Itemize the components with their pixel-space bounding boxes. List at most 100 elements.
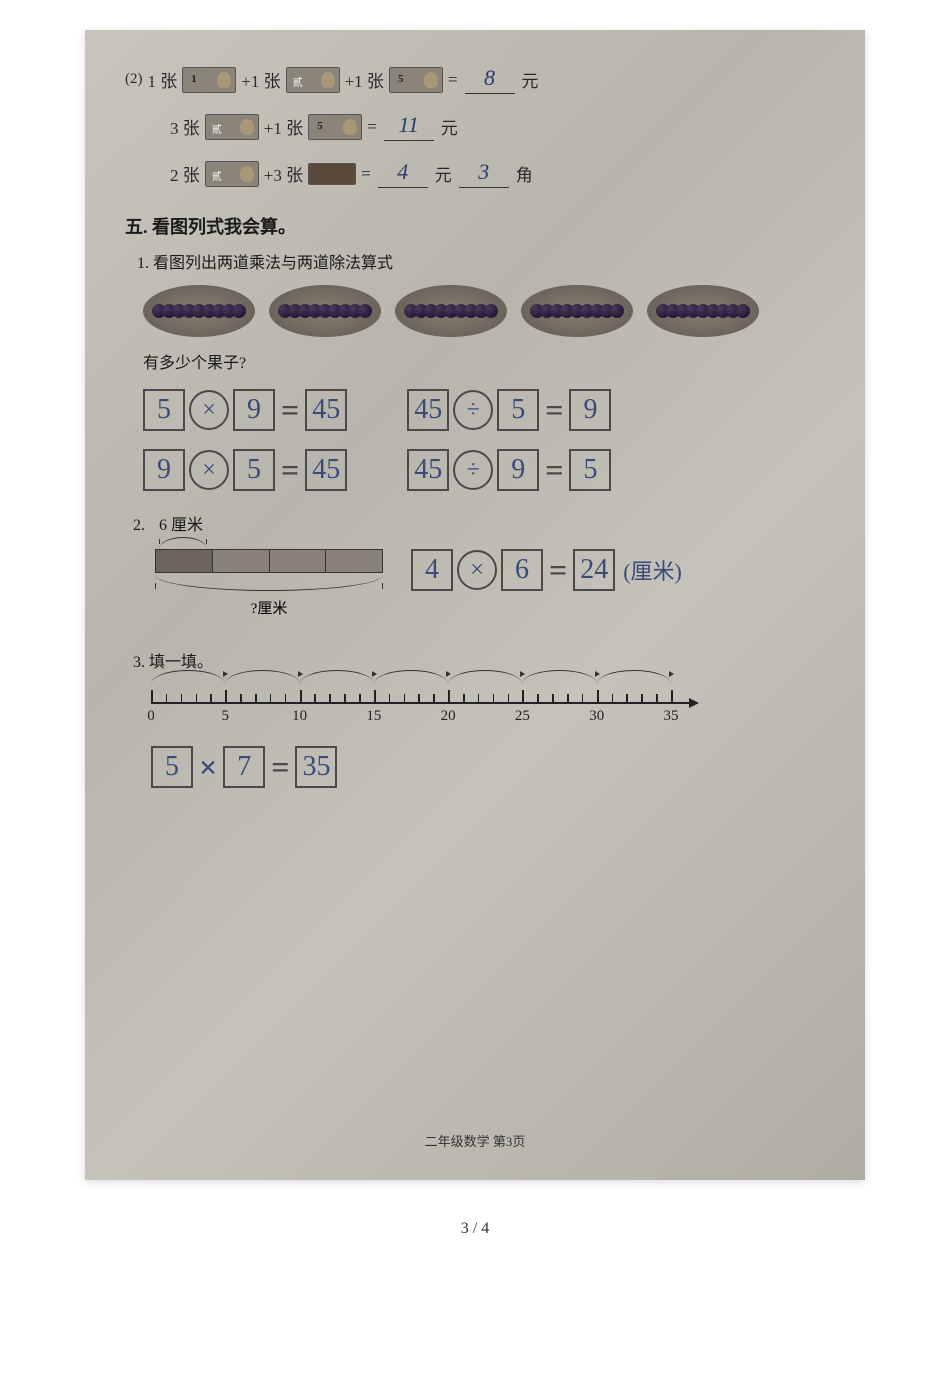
numberline-axis: 05101520253035 [151,684,711,734]
fruit-plates [143,285,825,337]
equals-sign: = [549,552,567,589]
box: 24 [573,549,615,591]
plate [143,285,255,337]
plate [269,285,381,337]
box: 45 [305,449,347,491]
tick-label: 20 [441,708,456,725]
numberline-arcs [151,670,671,684]
bill-5-yuan [389,67,443,93]
box: 5 [233,449,275,491]
times-sign: × [199,749,217,786]
q3-title: 3. 填一填。 [133,648,825,672]
equation-1: 5 × 9 = 45 [143,389,347,431]
plate [647,285,759,337]
op-circle: ÷ [453,390,493,430]
money-marker: (2) [125,71,143,88]
answer-blank: 4 [378,159,428,188]
answer-blank: 3 [459,159,509,188]
numberline: 05101520253035 [151,684,711,734]
bar-diagram: ?厘米 [155,537,383,618]
tick-label: 30 [589,708,604,725]
worksheet-footer: 二年级数学 第3页 [85,1131,865,1150]
section-5-title: 五. 看图列式我会算。 [125,213,825,239]
box: 9 [497,449,539,491]
top-brace [159,537,207,549]
box: 7 [223,746,265,788]
money-row-1: (2) 1 张 +1 张 +1 张 = 8 元 [125,65,825,94]
q2-block: 2. 6 厘米 ?厘米 4 × 6 = 24 (厘米) [133,511,825,618]
bar [155,549,383,573]
count-label: 2 张 [170,161,200,186]
answer-blank: 11 [384,112,434,141]
box: 45 [407,449,449,491]
q2-marker: 2. [133,517,145,535]
tick-label: 5 [222,708,230,725]
equation-row-2: 9 × 5 = 45 45 ÷ 9 = 5 [143,449,825,491]
op-circle: ÷ [453,450,493,490]
equals: = [361,164,371,184]
bill-5-yuan [308,114,362,140]
count-label: 1 张 [148,67,178,92]
equals-sign: = [281,452,299,489]
equals: = [367,117,377,137]
equation-3: 9 × 5 = 45 [143,449,347,491]
plus-label: +1 张 [264,114,303,139]
op-circle: × [457,550,497,590]
op-circle: × [189,390,229,430]
box: 9 [233,389,275,431]
equals-sign: = [281,392,299,429]
tick-label: 25 [515,708,530,725]
box: 5 [151,746,193,788]
plus-label: +1 张 [241,67,280,92]
equation-2: 45 ÷ 5 = 9 [407,389,611,431]
answer-blank: 8 [465,65,515,94]
plus-label: +3 张 [264,161,303,186]
op-circle: × [189,450,229,490]
q3-block: 3. 填一填。 0 5 10 15 20 25 30 35 5 × 7 = 35 [133,648,825,788]
equals-sign: = [271,749,289,786]
count-label: 3 张 [170,114,200,139]
unit-yuan: 元 [522,67,539,92]
q1-question: 有多少个果子? [143,349,825,373]
tick-label: 35 [664,708,679,725]
box: 5 [143,389,185,431]
bill-1-yuan [182,67,236,93]
box: 45 [305,389,347,431]
equation-row-1: 5 × 9 = 45 45 ÷ 5 = 9 [143,389,825,431]
box: 9 [569,389,611,431]
bill-jiao [308,163,356,185]
q1-title: 1. 看图列出两道乘法与两道除法算式 [137,249,825,273]
unit-cm: (厘米) [623,554,682,586]
tick-label: 10 [292,708,307,725]
box: 35 [295,746,337,788]
plate [395,285,507,337]
bill-2-yuan [205,161,259,187]
unit-yuan: 元 [435,161,452,186]
equals-sign: = [545,452,563,489]
box: 45 [407,389,449,431]
equals-sign: = [545,392,563,429]
plus-label: +1 张 [345,67,384,92]
plate [521,285,633,337]
unit-yuan: 元 [441,114,458,139]
box: 4 [411,549,453,591]
worksheet-page: (2) 1 张 +1 张 +1 张 = 8 元 3 张 +1 张 = 11 元 … [85,30,865,1180]
question-cm: ?厘米 [155,597,383,618]
q2-equation: 4 × 6 = 24 (厘米) [411,549,682,591]
bottom-brace [155,575,383,591]
bill-2-yuan [205,114,259,140]
money-row-2: 3 张 +1 张 = 11 元 [167,112,825,141]
q3-equation: 5 × 7 = 35 [151,746,825,788]
label-6cm: 6 厘米 [159,511,203,535]
page-number: 3 / 4 [0,1220,950,1238]
unit-jiao: 角 [516,161,533,186]
bill-2-yuan [286,67,340,93]
box: 5 [569,449,611,491]
box: 9 [143,449,185,491]
box: 5 [497,389,539,431]
box: 6 [501,549,543,591]
equation-4: 45 ÷ 9 = 5 [407,449,611,491]
equals: = [448,70,458,90]
tick-label: 0 [147,708,155,725]
tick-label: 15 [366,708,381,725]
